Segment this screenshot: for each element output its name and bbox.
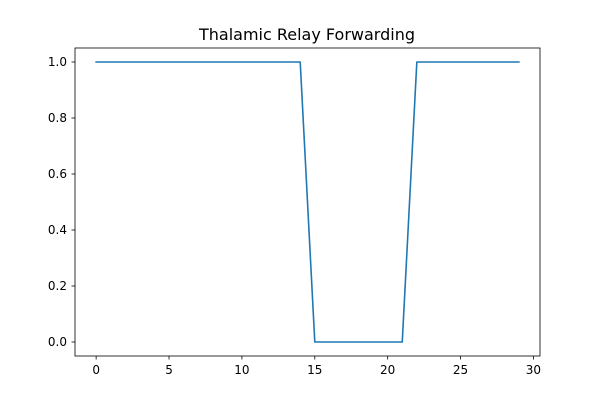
x-tick-label: 0 (92, 363, 100, 377)
y-tick-label: 0.2 (48, 279, 67, 293)
x-tick-label: 30 (526, 363, 541, 377)
x-tick-label: 10 (234, 363, 249, 377)
y-axis: 0.0 0.2 0.4 0.6 0.8 1.0 (48, 55, 75, 349)
x-tick-label: 5 (165, 363, 173, 377)
y-tick-label: 0.0 (48, 335, 67, 349)
y-tick-label: 1.0 (48, 55, 67, 69)
chart-title: Thalamic Relay Forwarding (198, 25, 415, 44)
x-tick-label: 20 (380, 363, 395, 377)
x-axis: 0 5 10 15 20 25 30 (92, 356, 541, 377)
y-tick-label: 0.6 (48, 167, 67, 181)
y-tick-label: 0.8 (48, 111, 67, 125)
x-tick-label: 15 (307, 363, 322, 377)
x-tick-label: 25 (453, 363, 468, 377)
y-tick-label: 0.4 (48, 223, 67, 237)
plot-frame (74, 47, 541, 357)
plot-area (95, 61, 520, 343)
series-line (95, 61, 520, 343)
